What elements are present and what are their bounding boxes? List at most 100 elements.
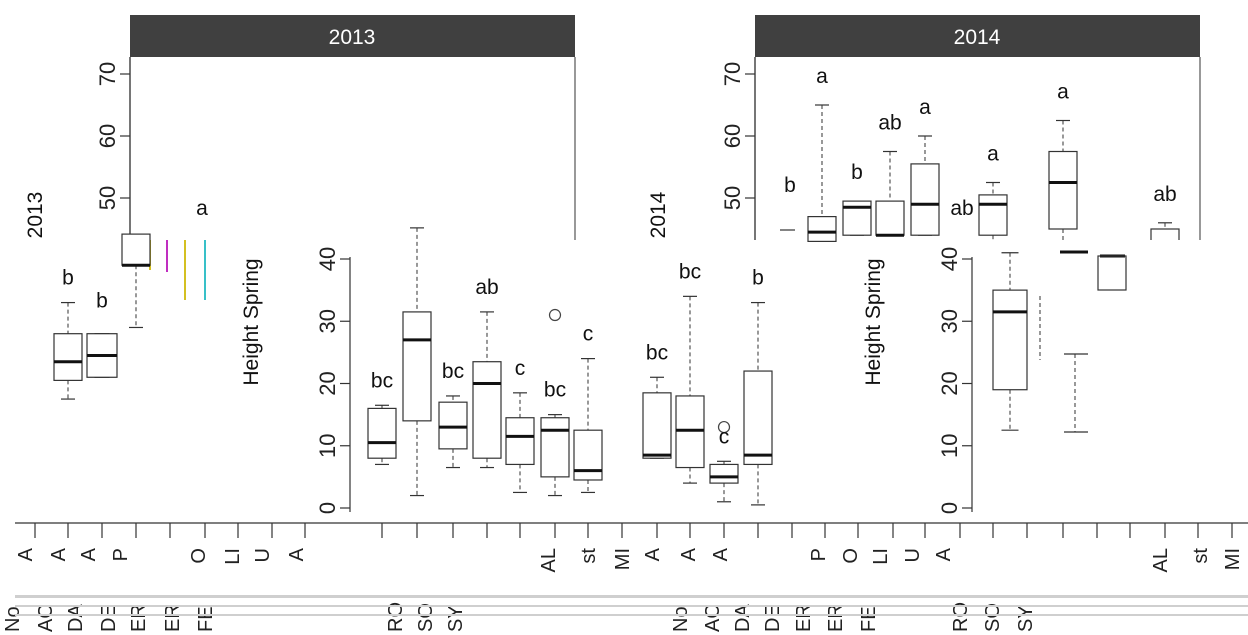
y-tick-label: 10	[937, 434, 962, 458]
strip-2014	[755, 15, 1200, 57]
x-category-label: A	[286, 547, 308, 561]
x-category-label: SO	[982, 603, 1004, 632]
y-tick-label: 50	[95, 186, 120, 210]
box-iqr	[1097, 255, 1127, 291]
y-tick-label: 10	[315, 434, 340, 458]
strip-2013	[130, 15, 575, 57]
y-tick-label: 60	[95, 124, 120, 148]
strip-title-2014: 2014	[954, 26, 1001, 49]
group-letter: a	[919, 96, 931, 119]
group-letter: b	[784, 174, 796, 197]
y-tick-label: 70	[720, 62, 745, 86]
x-category-label: O	[188, 548, 210, 564]
group-letter: ab	[878, 112, 901, 135]
box-iqr	[709, 463, 739, 484]
x-category-label: P	[808, 548, 830, 561]
group-letter: bc	[646, 341, 668, 364]
x-category-label: st	[578, 548, 600, 564]
group-letter: bc	[679, 260, 701, 283]
x-category-label: A	[642, 547, 664, 561]
y-axis-panel-2: 0 10 20 30 40	[937, 247, 973, 514]
x-category-label: ER	[128, 604, 150, 632]
box-iqr	[438, 401, 468, 450]
x-category-label: MI	[1222, 548, 1244, 570]
x-category-label: AL	[1150, 548, 1172, 572]
strip-title-2013: 2013	[329, 26, 376, 49]
group-letter: a	[816, 65, 828, 88]
group-letter: ab	[475, 276, 498, 299]
x-category-label: AL	[538, 548, 560, 572]
panel-2-bg	[855, 240, 1248, 522]
x-category-label: RO	[385, 602, 407, 632]
x-category-label: No	[670, 606, 692, 632]
x-category-label: SY	[1015, 605, 1037, 632]
box-iqr	[472, 361, 502, 459]
box-iqr	[1048, 150, 1078, 230]
x-category-label: A	[48, 547, 70, 561]
group-letter: c	[515, 357, 526, 380]
outlier-point	[548, 308, 562, 322]
x-category-label: P	[110, 548, 132, 561]
x-category-label: U	[902, 548, 924, 562]
x-category-label: O	[840, 548, 862, 564]
group-letter: bc	[371, 369, 393, 392]
group-letter: a	[1057, 81, 1069, 104]
box-iqr	[978, 194, 1008, 236]
x-category-label: DE	[762, 604, 784, 632]
x-category-label: FE	[195, 606, 217, 632]
x-category-label: DA	[65, 604, 87, 632]
x-category-label: AC	[35, 604, 57, 632]
group-letter: ab	[1153, 183, 1176, 206]
group-letter: c	[583, 323, 594, 346]
upper-y-axis-2013: 50 60 70	[95, 57, 131, 240]
y-axis-panel-1: 0 10 20 30 40	[315, 247, 351, 514]
stripe	[15, 614, 1248, 616]
group-letter: a	[987, 143, 999, 166]
y-label-top-2014: 2014	[647, 191, 670, 238]
box-iqr	[743, 370, 773, 466]
y-tick-label: 0	[315, 502, 340, 514]
x-category-label: RO	[950, 602, 972, 632]
x-category-label: A	[78, 547, 100, 561]
stripe	[15, 595, 1248, 598]
group-letter: b	[96, 290, 108, 313]
y-tick-label: 20	[937, 371, 962, 395]
y-tick-label: 70	[95, 62, 120, 86]
y-label-2013: Height Spring	[240, 258, 263, 385]
x-category-label: MI	[612, 548, 634, 570]
x-axis-ticks	[34, 523, 1233, 538]
y-tick-label: 30	[315, 309, 340, 333]
x-category-label: A	[15, 547, 37, 561]
stripe	[15, 605, 1248, 607]
box-iqr	[573, 429, 603, 481]
x-category-label: st	[1190, 548, 1212, 564]
box-iqr	[642, 392, 672, 459]
panel-1-bg	[233, 240, 793, 522]
group-letter: b	[62, 267, 74, 290]
x-category-label: U	[252, 548, 274, 562]
x-category-label: SO	[415, 603, 437, 632]
left-box-group: bb a	[53, 197, 208, 400]
x-category-label: ER	[162, 604, 184, 632]
group-letter: a	[196, 197, 208, 220]
group-letter: bc	[544, 379, 566, 402]
x-category-label: A	[678, 547, 700, 561]
box-iqr	[540, 417, 570, 478]
x-category-label: FE	[858, 606, 880, 632]
y-tick-label: 50	[720, 186, 745, 210]
boxes-panel-2	[992, 250, 1127, 433]
x-category-label: LI	[870, 548, 892, 565]
group-letter: ab	[950, 197, 973, 220]
y-label-2014: Height Spring	[862, 258, 885, 385]
x-category-label: SY	[445, 605, 467, 632]
x-category-label: No	[2, 606, 24, 632]
group-letter: c	[719, 425, 730, 448]
y-tick-label: 30	[937, 309, 962, 333]
group-letter: b	[752, 267, 764, 290]
x-category-label: DE	[98, 604, 120, 632]
box-iqr	[402, 311, 432, 422]
